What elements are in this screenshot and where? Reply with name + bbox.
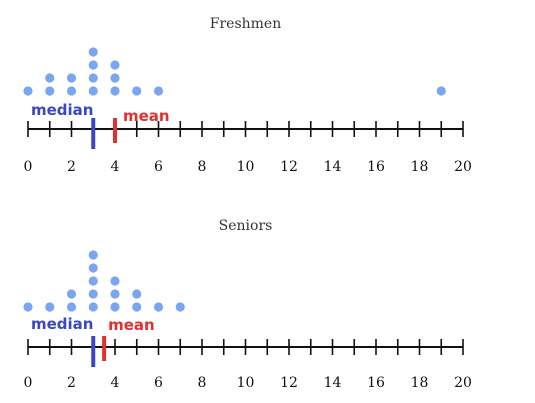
freshmen-tick-label: 20 [454,159,472,175]
seniors-dot [66,289,77,299]
seniors-tick-label: 16 [367,375,385,391]
freshmen-tick-label: 4 [111,159,120,175]
seniors-dot [88,263,98,273]
seniors-dot [110,302,120,312]
freshmen-tick-label: 0 [24,159,33,175]
seniors-dot [88,250,98,260]
seniors-dot [23,302,33,312]
seniors-dot [88,302,98,312]
freshmen-dot [88,47,98,57]
freshmen-tick-label: 14 [324,159,342,175]
seniors-tick-label: 20 [454,375,472,391]
freshmen-tick-label: 18 [411,159,429,175]
seniors-mean-label: mean [108,316,155,334]
freshmen-tick-label: 12 [280,159,298,175]
freshmen-dot [88,73,98,83]
freshmen-dot [23,86,33,96]
freshmen-title: Freshmen [210,16,281,32]
seniors-tick-label: 10 [237,375,255,391]
freshmen-dot [88,86,98,96]
seniors-median-label: median [31,315,93,333]
seniors-title: Seniors [219,218,273,234]
seniors-dot [175,302,185,312]
freshmen-dot [436,86,446,96]
seniors-tick-label: 8 [198,375,207,391]
seniors-dot [66,302,77,312]
freshmen-dot [66,86,77,96]
freshmen-dot [110,73,120,83]
freshmen-median-label: median [31,101,93,119]
seniors-dot [153,302,164,312]
seniors-tick-label: 0 [24,375,33,391]
freshmen-tick-label: 10 [237,159,255,175]
freshmen-tick-label: 8 [198,159,207,175]
seniors-tick-label: 18 [411,375,429,391]
seniors-tick-label: 12 [280,375,298,391]
freshmen-dot [88,60,98,70]
freshmen-dot [66,73,77,83]
freshmen-dot [45,73,55,83]
freshmen-dot [45,86,55,96]
freshmen-tick-label: 16 [367,159,385,175]
seniors-dot [88,276,98,286]
seniors-dot [110,276,120,286]
freshmen-dot [132,86,142,96]
seniors-tick-label: 14 [324,375,342,391]
seniors-tick-label: 6 [154,375,163,391]
seniors-dot [45,302,55,312]
freshmen-dot [110,86,120,96]
freshmen-tick-label: 6 [154,159,163,175]
freshmen-mean-label: mean [123,107,170,125]
seniors-dot [110,289,120,299]
freshmen-tick-label: 2 [67,159,76,175]
seniors-dot [132,302,142,312]
freshmen-dot [153,86,164,96]
seniors-tick-label: 4 [111,375,120,391]
seniors-tick-label: 2 [67,375,76,391]
seniors-dot [88,289,98,299]
freshmen-dot [110,60,120,70]
seniors-dot [132,289,142,299]
